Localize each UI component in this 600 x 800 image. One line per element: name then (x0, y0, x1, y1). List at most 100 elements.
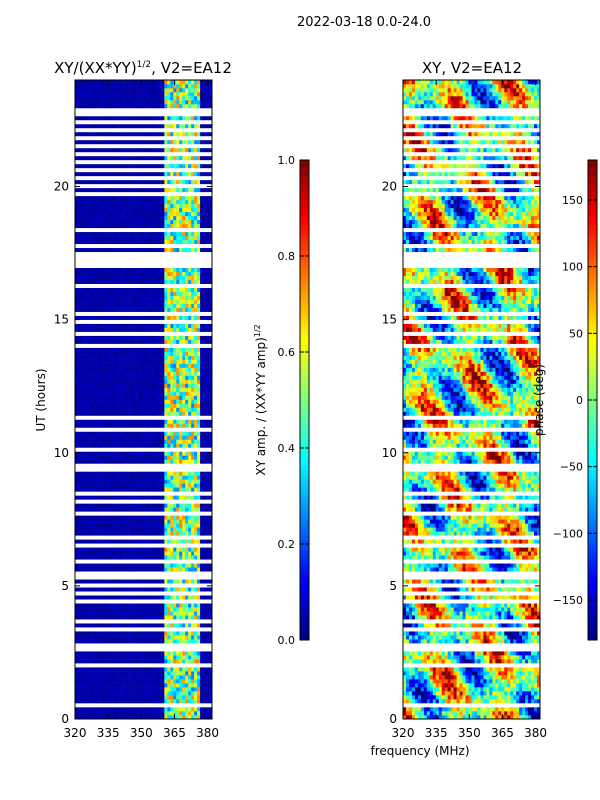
heat-cell (155, 387, 159, 392)
heat-cell (179, 475, 183, 480)
heat-cell (125, 639, 129, 644)
heat-cell (209, 335, 213, 340)
heat-cell (194, 207, 198, 213)
heat-cell (75, 163, 79, 169)
heat-cell (167, 387, 171, 392)
heat-cell (209, 707, 213, 712)
heat-cell (182, 403, 186, 408)
heat-cell (152, 507, 156, 512)
heat-cell (203, 555, 207, 560)
heat-cell (179, 399, 183, 404)
heat-cell (80, 479, 85, 484)
heat-cell (137, 527, 141, 532)
heat-cell (143, 199, 147, 205)
heat-cell (107, 555, 112, 560)
heat-cell (122, 179, 126, 185)
heat-cell (86, 339, 91, 344)
heat-cell (101, 395, 106, 400)
heat-cell (146, 215, 150, 221)
heat-cell (194, 459, 198, 464)
heat-cell (170, 699, 174, 704)
heat-cell (116, 451, 120, 456)
heat-cell (200, 207, 204, 213)
heat-cell (182, 507, 186, 512)
heat-cell (110, 199, 115, 205)
heat-cell (125, 595, 129, 600)
heat-cell (161, 411, 165, 416)
heat-cell (170, 391, 174, 396)
heat-cell (170, 711, 174, 716)
heat-cell (122, 383, 126, 388)
heat-cell (143, 131, 147, 137)
heat-cell (206, 407, 210, 412)
heat-cell (167, 187, 171, 193)
heat-cell (167, 495, 171, 500)
heat-cell (200, 199, 204, 205)
heat-cell (164, 595, 168, 600)
heat-cell (77, 695, 82, 700)
heat-cell (167, 267, 171, 272)
heat-cell (188, 691, 192, 696)
heat-cell (167, 527, 171, 532)
heat-cell (152, 551, 156, 556)
heat-cell (110, 715, 115, 720)
heat-cell (113, 223, 117, 229)
heat-cell (188, 655, 192, 660)
heat-cell (137, 115, 141, 121)
heat-cell (119, 115, 123, 121)
heat-cell (203, 383, 207, 388)
heat-cell (161, 547, 165, 552)
heat-cell (200, 359, 204, 364)
heat-cell (191, 379, 195, 384)
heat-cell (92, 523, 97, 528)
heat-cell (128, 631, 132, 636)
heat-cell (119, 211, 123, 217)
heat-cell (77, 711, 82, 716)
heat-cell (116, 527, 120, 532)
heat-cell (155, 187, 159, 193)
heat-cell (122, 247, 126, 253)
heat-cell (119, 407, 123, 412)
heat-cell (110, 231, 115, 237)
heat-cell (158, 115, 162, 121)
heat-cell (203, 211, 207, 217)
heat-cell (140, 639, 144, 644)
heat-cell (197, 223, 201, 229)
heat-cell (164, 387, 168, 392)
heat-cell (158, 695, 162, 700)
heat-cell (116, 639, 120, 644)
heat-cell (125, 675, 129, 680)
heat-cell (113, 683, 117, 688)
heat-cell (143, 291, 147, 296)
heat-cell (95, 563, 100, 568)
heat-cell (92, 375, 97, 380)
heat-cell (158, 235, 162, 241)
heat-cell (92, 451, 97, 456)
heat-cell (185, 503, 189, 508)
heat-cell (149, 267, 153, 272)
heat-cell (185, 279, 189, 284)
heat-cell (137, 531, 141, 536)
heat-cell (86, 539, 91, 544)
heat-cell (122, 519, 126, 524)
heat-cell (119, 475, 123, 480)
heat-cell (146, 287, 150, 292)
heat-cell (158, 667, 162, 672)
heat-cell (188, 531, 192, 536)
heat-cell (86, 431, 91, 436)
heat-cell (128, 555, 132, 560)
heat-cell (95, 555, 100, 560)
heat-cell (83, 443, 88, 448)
heat-cell (164, 351, 168, 356)
heat-cell (119, 171, 123, 177)
heat-cell (125, 475, 129, 480)
heat-cell (179, 271, 183, 276)
heat-cell (75, 439, 79, 444)
heat-cell (197, 435, 201, 440)
heat-cell (179, 279, 183, 284)
heat-cell (182, 519, 186, 524)
heat-cell (143, 403, 147, 408)
heat-cell (110, 615, 115, 620)
heat-cell (95, 419, 100, 424)
heat-cell (146, 295, 150, 300)
